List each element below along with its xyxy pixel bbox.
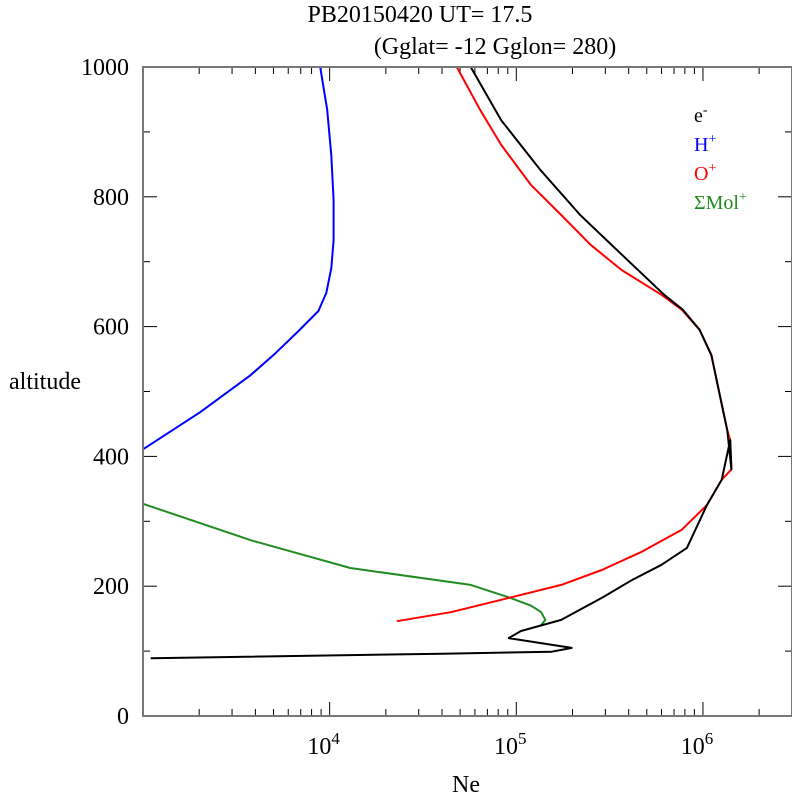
y-axis-label: altitude: [9, 369, 81, 395]
y-tick-label: 1000: [81, 55, 129, 81]
legend-entry: ΣMol+: [694, 190, 747, 214]
chart-subtitle: (Gglat= -12 Gglon= 280): [374, 34, 616, 60]
series-line-o: [396, 66, 733, 623]
x-tick-label: 106: [681, 729, 714, 760]
x-tick-label: 105: [494, 729, 527, 760]
series-line-h: [142, 66, 335, 451]
x-tick-label: 104: [307, 729, 340, 760]
y-tick-label: 800: [93, 185, 129, 211]
chart-title: PB20150420 UT= 17.5: [308, 2, 533, 28]
y-tick-label: 0: [117, 704, 129, 730]
legend-entry: e-: [694, 103, 708, 127]
legend-entry: H+: [694, 132, 716, 156]
legend: e- H+ O+ ΣMol+: [694, 103, 747, 214]
plot-frame: [142, 66, 792, 717]
series-line-e: [150, 66, 733, 660]
x-axis-label: Ne: [452, 772, 480, 796]
y-tick-label: 600: [93, 315, 129, 341]
y-tick-label: 400: [93, 444, 129, 470]
series-line-mol: [142, 502, 547, 626]
legend-entry: O+: [694, 161, 716, 185]
y-tick-label: 200: [93, 574, 129, 600]
